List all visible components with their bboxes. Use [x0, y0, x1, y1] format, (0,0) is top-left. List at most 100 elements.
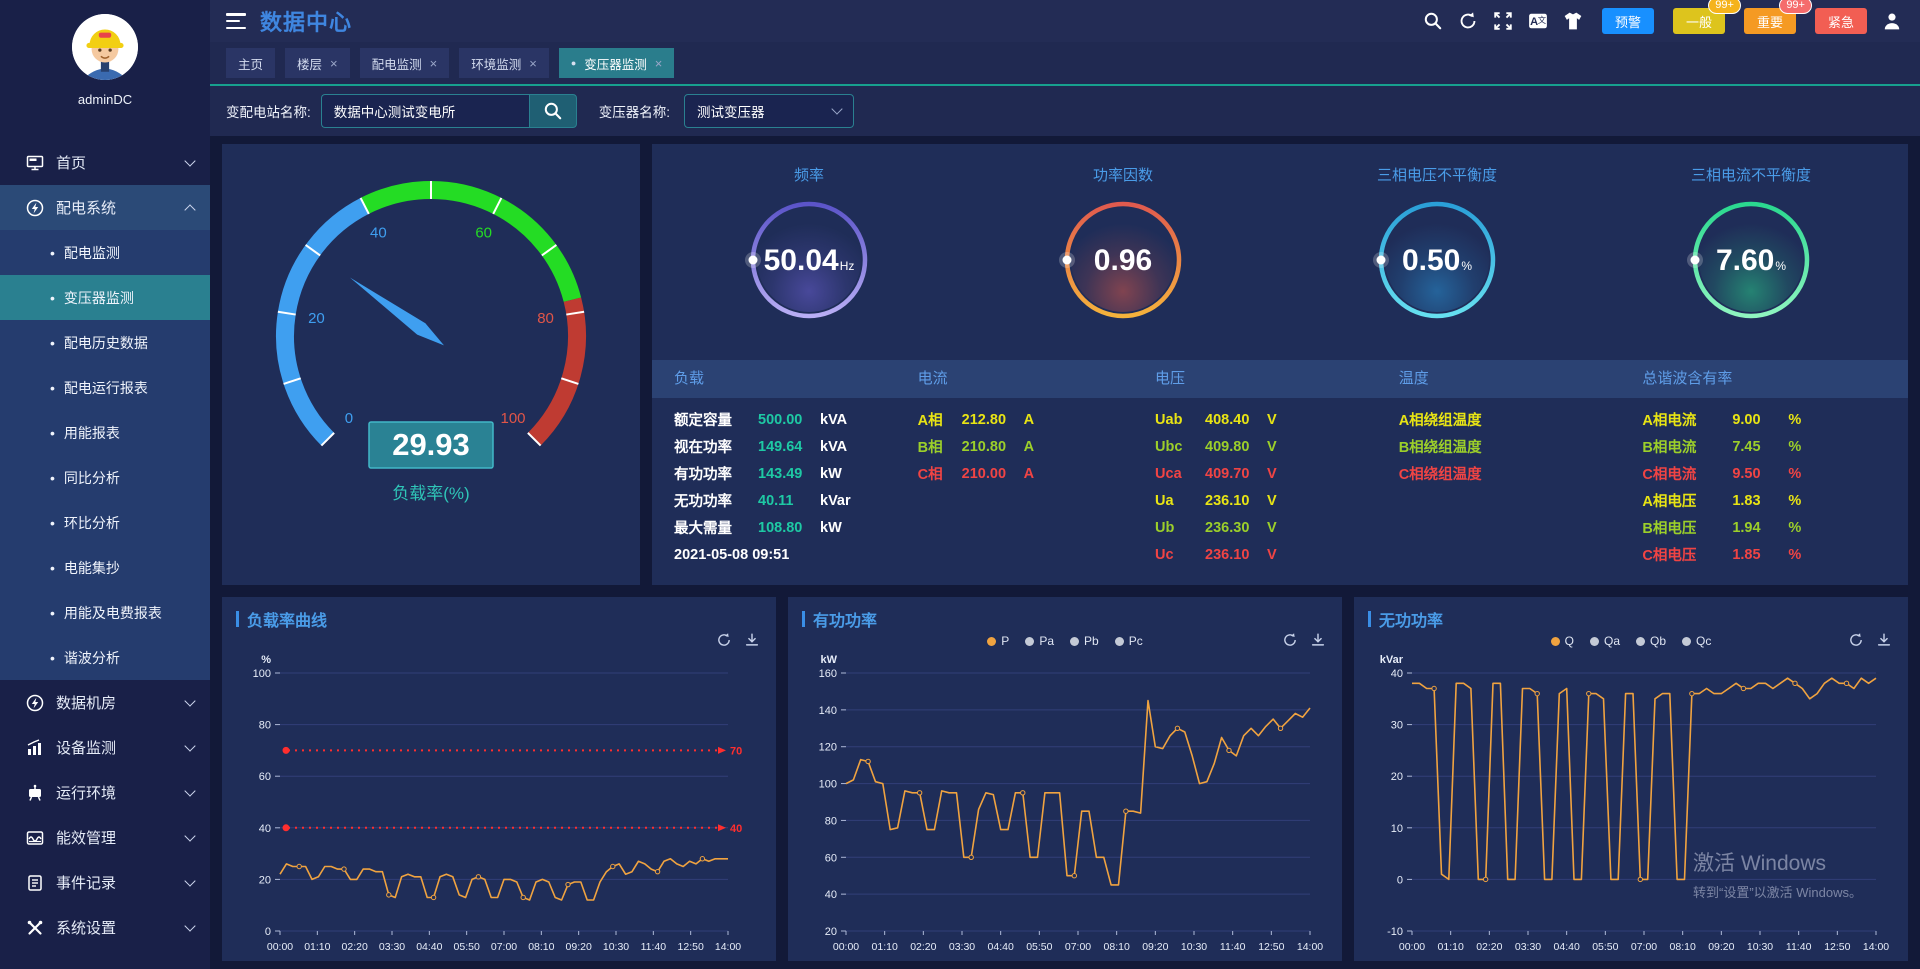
- cell-value: 149.64: [758, 438, 803, 455]
- svg-text:11:40: 11:40: [1220, 941, 1246, 953]
- chart-panel-2: 有功功率 P Pa Pb Pc 20 40 60 80 100 120 140 160 kW 00:00 01…: [788, 597, 1342, 961]
- sidebar-item-power-system[interactable]: 配电系统: [0, 185, 210, 230]
- sidebar-item-system-settings[interactable]: 系统设置: [0, 905, 210, 950]
- tab-transformer-monitor[interactable]: ● 变压器监测 ×: [558, 48, 675, 78]
- station-search-button[interactable]: [528, 94, 577, 128]
- sidebar-item-energy-meter-read[interactable]: • 电能集抄: [0, 545, 210, 590]
- sidebar-item-event-log[interactable]: 事件记录: [0, 860, 210, 905]
- transformer-select[interactable]: 测试变压器: [684, 94, 855, 128]
- svg-text:10: 10: [1391, 823, 1403, 835]
- sidebar-item-energy-fee-report[interactable]: • 用能及电费报表: [0, 590, 210, 635]
- legend-item-Pc[interactable]: Pc: [1114, 634, 1143, 648]
- ring-gauge-title: 功率因数: [1092, 167, 1153, 184]
- tab-floor[interactable]: 楼层 ×: [285, 48, 350, 78]
- legend-dot-icon: [1025, 636, 1035, 646]
- close-icon[interactable]: ×: [330, 55, 338, 71]
- topbar: 数据中心 A 文预警 一般 99+ 重要 99+ 紧急: [210, 0, 1920, 42]
- sidebar-item-mom-analysis[interactable]: • 环比分析: [0, 500, 210, 545]
- cell-unit: V: [1267, 465, 1277, 482]
- theme-icon[interactable]: [1563, 11, 1583, 31]
- bolt-icon: [26, 694, 44, 712]
- svg-text:10:30: 10:30: [1747, 941, 1773, 953]
- chart-refresh-icon[interactable]: [1848, 632, 1864, 648]
- svg-text:负载率(%): 负载率(%): [392, 484, 469, 503]
- sidebar-item-power-monitor[interactable]: • 配电监测: [0, 230, 210, 275]
- legend-dot-icon: [1070, 636, 1079, 646]
- sidebar-item-energy-report[interactable]: • 用能报表: [0, 410, 210, 455]
- legend-item-Qc[interactable]: Qc: [1682, 634, 1711, 648]
- chart-toolbar: [1848, 632, 1892, 648]
- bullet-icon: •: [50, 334, 55, 351]
- close-icon[interactable]: ×: [529, 55, 537, 71]
- tab-power-monitor[interactable]: 配电监测 ×: [359, 48, 450, 78]
- search-icon[interactable]: [1423, 11, 1443, 31]
- svg-text:08:10: 08:10: [1104, 941, 1130, 953]
- sidebar-item-yoy-analysis[interactable]: • 同比分析: [0, 455, 210, 500]
- svg-text:07:00: 07:00: [1631, 941, 1657, 953]
- alarm-button-normal[interactable]: 一般 99+: [1672, 0, 1741, 34]
- sidebar-item-device-monitor[interactable]: 设备监测: [0, 725, 210, 770]
- sidebar-item-harmonic-analysis[interactable]: • 谐波分析: [0, 635, 210, 680]
- sidebar-item-power-history[interactable]: • 配电历史数据: [0, 320, 210, 365]
- sidebar-item-data-room[interactable]: 数据机房: [0, 680, 210, 725]
- alarm-button-important[interactable]: 重要 99+: [1743, 0, 1812, 34]
- refresh-icon[interactable]: [1458, 11, 1478, 31]
- chart-refresh-icon[interactable]: [716, 632, 732, 648]
- legend-item-Qb[interactable]: Qb: [1636, 634, 1666, 648]
- avatar[interactable]: [72, 14, 138, 80]
- legend-item-Qa[interactable]: Qa: [1589, 634, 1620, 648]
- legend-item-Pa[interactable]: Pa: [1025, 634, 1054, 648]
- menu-toggle-icon[interactable]: [226, 13, 246, 29]
- station-name-input[interactable]: [320, 94, 529, 128]
- table-row: Uab 408.40 V: [1155, 406, 1377, 433]
- tab-bar: 主页 楼层 × 配电监测 × 环境监测 × ● 变压器监测 ×: [210, 42, 1920, 86]
- download-icon[interactable]: [1876, 632, 1892, 648]
- alarm-button-warning[interactable]: 预警: [1601, 8, 1654, 34]
- download-icon[interactable]: [1310, 632, 1326, 648]
- cell-unit: kW: [820, 519, 842, 536]
- chart-canvas: -10 0 10 20 30 40 kVar 00:00 01:10 02:20 03:30 04:4…: [1380, 654, 1890, 953]
- legend-item-P[interactable]: P: [987, 634, 1009, 648]
- download-icon[interactable]: [744, 632, 760, 648]
- close-icon[interactable]: ×: [654, 55, 663, 71]
- cell-label: B相电流: [1642, 440, 1697, 456]
- table-column: Uab 408.40 V Ubc 409.80 V Uca 409.70 V Ua 236.10 V U…: [1133, 406, 1377, 585]
- sidebar-item-power-report[interactable]: • 配电运行报表: [0, 365, 210, 410]
- user-icon[interactable]: [1882, 11, 1902, 31]
- legend-item-Q[interactable]: Q: [1550, 634, 1574, 648]
- sidebar-item-label: 设备监测: [56, 740, 117, 757]
- svg-text:04:40: 04:40: [416, 941, 442, 953]
- svg-text:05:50: 05:50: [1592, 941, 1618, 953]
- svg-text:05:50: 05:50: [1026, 941, 1052, 953]
- sidebar-item-runtime-env[interactable]: 运行环境: [0, 770, 210, 815]
- chart-title-text: 无功功率: [1379, 613, 1444, 630]
- close-icon[interactable]: ×: [429, 55, 438, 71]
- sidebar-item-energy-efficiency[interactable]: 能效管理: [0, 815, 210, 860]
- svg-text:40: 40: [730, 823, 742, 835]
- fullscreen-icon[interactable]: [1493, 11, 1513, 31]
- sidebar-item-home[interactable]: 首页: [0, 140, 210, 185]
- tab-home[interactable]: 主页: [226, 48, 276, 78]
- table-row: Uc 236.10 V: [1155, 541, 1377, 568]
- svg-text:kW: kW: [821, 654, 838, 666]
- sidebar-item-label: 电能集抄: [63, 559, 120, 576]
- svg-text:A: A: [1530, 16, 1538, 28]
- svg-text:03:30: 03:30: [949, 941, 975, 953]
- chart-panel-3: 无功功率 Q Qa Qb Qc -10 0 10 20 30 40 kVar 00:00 01:10 02:…: [1354, 597, 1908, 961]
- table-row: 2021-05-08 09:51: [674, 541, 896, 568]
- chart-refresh-icon[interactable]: [1282, 632, 1298, 648]
- cell-unit: A: [1023, 438, 1035, 455]
- sidebar-item-transformer-monitor[interactable]: • 变压器监测: [0, 275, 210, 320]
- tab-env-monitor[interactable]: 环境监测 ×: [459, 48, 549, 78]
- user-profile: adminDC: [0, 0, 210, 140]
- cell-label: 额定容量: [674, 413, 732, 429]
- cell-value: 210.80: [961, 438, 1007, 455]
- alarm-button-urgent[interactable]: 紧急: [1814, 8, 1867, 34]
- ring-gauges: 频率 50.04Hz 功率因数 0.96 三相电压不平衡度 0.50% 三相电流不平衡度 7.…: [652, 144, 1908, 360]
- table-row: C相绕组温度: [1399, 460, 1621, 487]
- tab-label: 环境监测: [471, 57, 522, 72]
- svg-text:20: 20: [1391, 771, 1403, 783]
- legend-item-Pb[interactable]: Pb: [1070, 634, 1099, 648]
- ring-gauge-current-unbalance: 三相电流不平衡度 7.60%: [1594, 144, 1908, 360]
